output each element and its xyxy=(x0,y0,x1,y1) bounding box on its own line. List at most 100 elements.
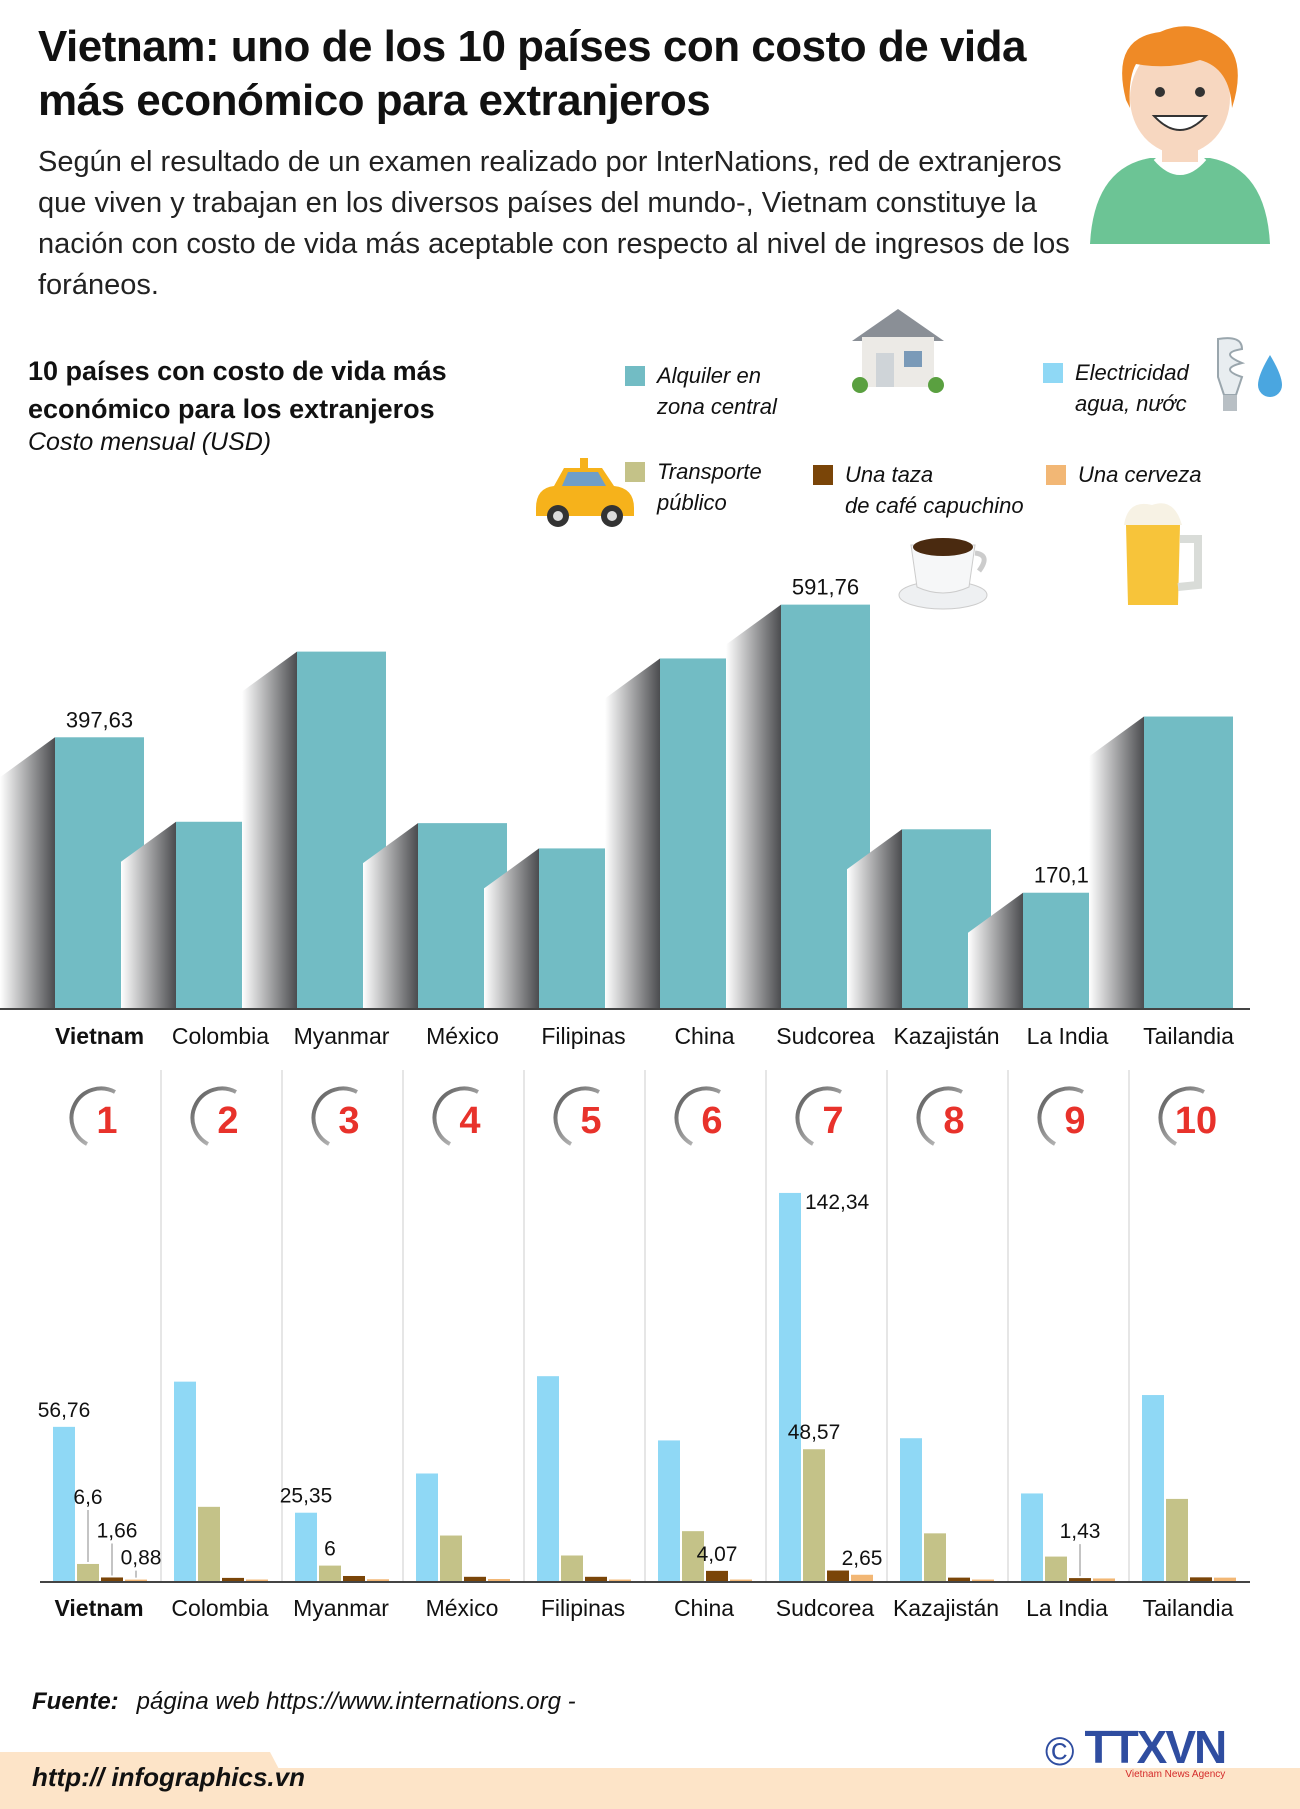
smiling-person-icon xyxy=(1090,26,1270,244)
bar-Filipinas-2 xyxy=(585,1576,607,1582)
bar-Kazajistán-0 xyxy=(900,1438,922,1582)
bar-Colombia-1 xyxy=(198,1506,220,1582)
bar-Colombia-2 xyxy=(222,1577,244,1582)
bar-Tailandia-3 xyxy=(1214,1577,1236,1582)
bar-México-3 xyxy=(488,1578,510,1582)
bar-Sudcorea-3 xyxy=(851,1574,873,1582)
taxi-icon xyxy=(536,458,634,527)
category-label: Sudcorea xyxy=(776,1595,875,1621)
category-label: Colombia xyxy=(171,1595,268,1621)
rank-number: 9 xyxy=(1064,1100,1085,1142)
bar-Tailandia xyxy=(1144,716,1233,1009)
bar-Filipinas-0 xyxy=(537,1376,559,1582)
rank-circle xyxy=(432,1086,479,1146)
ttxvn-logo: © TTXVN Vietnam News Agency xyxy=(1045,1721,1227,1780)
footer-tab xyxy=(0,1752,300,1809)
rank-circle xyxy=(311,1086,358,1146)
legend-item-beer: Una cerveza xyxy=(1046,459,1202,490)
legend-item-utilities: Electricidad agua, nước xyxy=(1043,357,1189,419)
legend-swatch xyxy=(1046,465,1066,485)
category-label: Sudcorea xyxy=(776,1023,875,1049)
bar-Vietnam-0 xyxy=(53,1426,75,1582)
bar-Sudcorea-2 xyxy=(827,1570,849,1582)
bar-Myanmar-1 xyxy=(319,1565,341,1582)
bar-México-0 xyxy=(416,1473,438,1582)
data-label: 4,07 xyxy=(697,1543,738,1566)
bar-La India-2 xyxy=(1069,1578,1091,1582)
category-label: Kazajistán xyxy=(893,1023,999,1049)
category-label: La India xyxy=(1027,1023,1109,1049)
bar-Filipinas-3 xyxy=(609,1579,631,1582)
legend-label: Una cerveza xyxy=(1078,462,1202,487)
bar-Tailandia-2 xyxy=(1190,1577,1212,1582)
bar-Kazajistán-2 xyxy=(948,1577,970,1582)
bar-México-2 xyxy=(464,1576,486,1582)
rank-number: 10 xyxy=(1175,1100,1217,1142)
legend-swatch xyxy=(1043,363,1063,383)
rank-number: 4 xyxy=(459,1100,480,1142)
category-label: México xyxy=(426,1595,499,1621)
rank-circle xyxy=(1037,1086,1084,1146)
bar-shadow xyxy=(847,829,902,1009)
bar-China-0 xyxy=(658,1440,680,1582)
category-label: Filipinas xyxy=(541,1023,625,1049)
data-label: 6 xyxy=(324,1538,336,1561)
bar-shadow xyxy=(968,892,1023,1009)
bar-shadow xyxy=(484,848,539,1009)
category-label: México xyxy=(426,1023,499,1049)
legend-swatch xyxy=(813,465,833,485)
charts-area: 397,63 Vietnam Colombia Myanmar México Filipi… xyxy=(0,575,1250,1621)
legend-item-rent: Alquiler en zona central xyxy=(625,360,777,422)
bar-Sudcorea-0 xyxy=(779,1192,801,1582)
bar-shadow xyxy=(242,651,297,1009)
bar-La India-3 xyxy=(1093,1578,1115,1582)
rank-number: 6 xyxy=(701,1100,722,1142)
category-label: Tailandia xyxy=(1143,1023,1234,1049)
category-label: Vietnam xyxy=(55,1023,144,1049)
logo-text: TTXVN xyxy=(1084,1721,1227,1773)
footer-url-link[interactable]: http:// infographics.vn xyxy=(32,1762,305,1792)
bar-Myanmar-2 xyxy=(343,1575,365,1582)
bar-China-1 xyxy=(682,1531,704,1582)
bar-Tailandia-1 xyxy=(1166,1498,1188,1582)
category-label: China xyxy=(674,1023,734,1049)
data-label: 6,6 xyxy=(73,1486,102,1509)
rank-number: 7 xyxy=(822,1100,843,1142)
category-label: Kazajistán xyxy=(893,1595,999,1621)
lightbulb-water-drop-icon xyxy=(1217,337,1282,411)
source-note: Fuente: página web https://www.internatio… xyxy=(32,1688,576,1716)
category-label: Filipinas xyxy=(541,1595,625,1621)
rank-circle xyxy=(553,1086,600,1146)
category-label: Colombia xyxy=(172,1023,269,1049)
bar-Vietnam-2 xyxy=(101,1577,123,1582)
bar-Myanmar-0 xyxy=(295,1512,317,1582)
source-text: página web https://www.internations.org … xyxy=(136,1688,576,1715)
category-label: Vietnam xyxy=(54,1595,143,1621)
category-label: Myanmar xyxy=(293,1595,389,1621)
legend-label: Una taza de café capuchino xyxy=(845,462,1024,518)
bar-Kazajistán-3 xyxy=(972,1579,994,1582)
bar-shadow xyxy=(1089,716,1144,1009)
legend-item-coffee: Una taza de café capuchino xyxy=(813,459,1024,521)
rank-circle xyxy=(674,1086,721,1146)
rank-number: 5 xyxy=(580,1100,601,1142)
bar-China-2 xyxy=(706,1570,728,1582)
data-label: 591,76 xyxy=(792,575,859,600)
rank-number: 8 xyxy=(943,1100,964,1142)
rank-number: 1 xyxy=(96,1100,117,1142)
rent-bar-chart: 397,63 Vietnam Colombia Myanmar México Filipi… xyxy=(0,575,1250,1049)
data-label: 397,63 xyxy=(66,707,133,732)
bar-La India-0 xyxy=(1021,1493,1043,1582)
bar-Vietnam-1 xyxy=(77,1563,99,1582)
rank-circle xyxy=(795,1086,842,1146)
expenses-bar-chart: 1 56,76 6,6 1,66 0,88 Vietnam 2 Colombia 3 25,35 6… xyxy=(38,1070,1250,1621)
coffee-cup-icon xyxy=(898,538,988,610)
data-label: 2,65 xyxy=(842,1547,883,1570)
bar-shadow xyxy=(726,604,781,1009)
bar-shadow xyxy=(605,658,660,1009)
rank-number: 2 xyxy=(217,1100,238,1142)
house-icon xyxy=(852,309,944,393)
bar-Colombia-0 xyxy=(174,1381,196,1582)
bar-Filipinas-1 xyxy=(561,1555,583,1582)
data-label: 1,43 xyxy=(1060,1520,1101,1543)
